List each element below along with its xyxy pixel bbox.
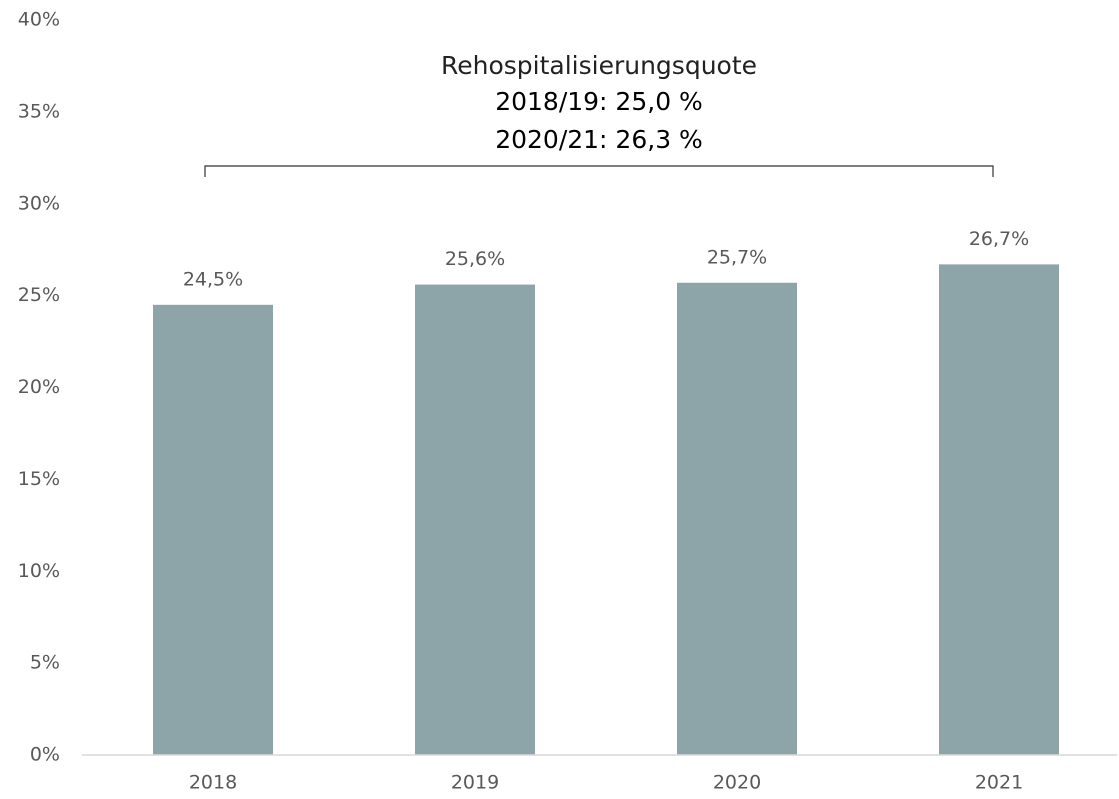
y-tick-label: 40% bbox=[18, 9, 60, 31]
y-tick-label: 35% bbox=[18, 100, 60, 122]
y-tick-label: 20% bbox=[18, 376, 60, 398]
x-tick-label: 2019 bbox=[451, 772, 499, 794]
bar bbox=[153, 304, 273, 755]
x-tick-label: 2021 bbox=[975, 772, 1023, 794]
annotation-title: Rehospitalisierungsquote bbox=[441, 51, 757, 80]
y-tick-label: 0% bbox=[30, 744, 60, 766]
y-tick-label: 10% bbox=[18, 560, 60, 582]
data-label: 24,5% bbox=[183, 268, 243, 290]
bar bbox=[939, 264, 1059, 755]
y-tick-label: 15% bbox=[18, 468, 60, 490]
bar bbox=[415, 284, 535, 755]
bracket bbox=[204, 165, 994, 177]
annotation-line: 2018/19: 25,0 % bbox=[495, 87, 703, 116]
y-tick-label: 5% bbox=[30, 652, 60, 674]
x-tick-label: 2020 bbox=[713, 772, 761, 794]
bar bbox=[677, 282, 797, 755]
data-label: 25,6% bbox=[445, 248, 505, 270]
y-tick-label: 25% bbox=[18, 284, 60, 306]
x-tick-label: 2018 bbox=[189, 772, 237, 794]
data-label: 26,7% bbox=[969, 228, 1029, 250]
y-tick-label: 30% bbox=[18, 192, 60, 214]
annotation-line: 2020/21: 26,3 % bbox=[495, 125, 703, 154]
data-label: 25,7% bbox=[707, 246, 767, 268]
